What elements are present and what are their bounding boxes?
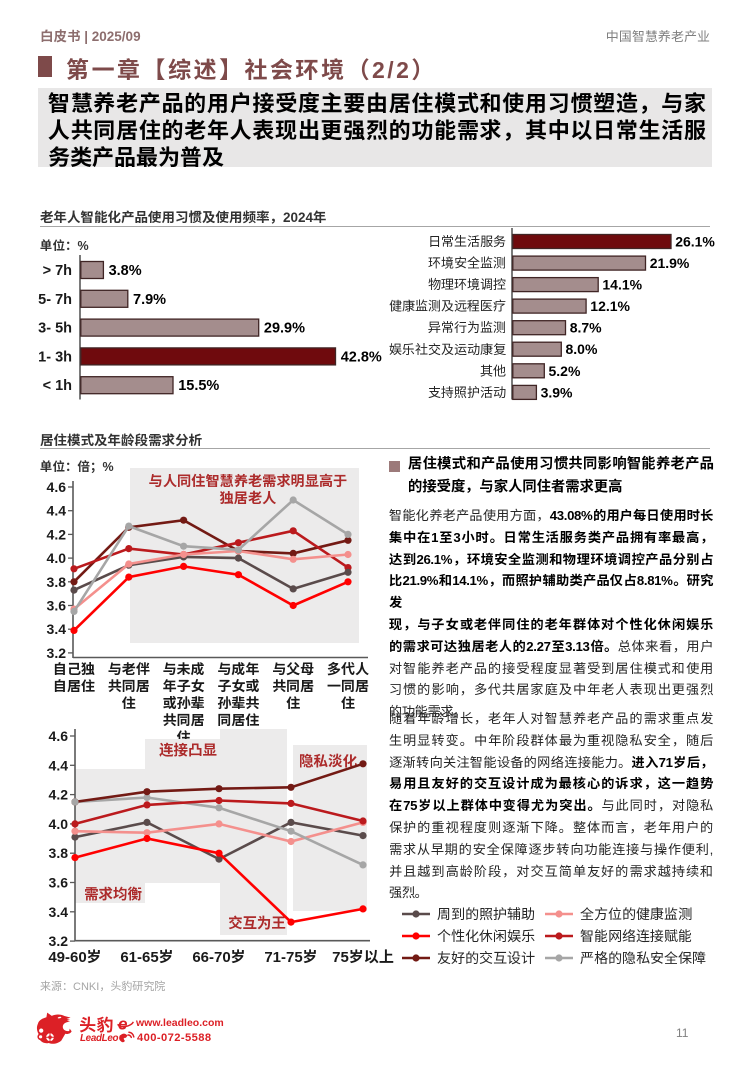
svg-text:日常生活服务: 日常生活服务 [428, 234, 506, 249]
svg-text:与成年: 与成年 [217, 661, 259, 677]
svg-text:支持照护活动: 支持照护活动 [428, 385, 506, 400]
svg-text:4.6: 4.6 [49, 728, 69, 744]
svg-text:12.1%: 12.1% [590, 298, 630, 314]
svg-text:友好的交互设计: 友好的交互设计 [437, 950, 535, 966]
svg-text:交互为王: 交互为王 [228, 915, 286, 932]
svg-text:1- 3h: 1- 3h [38, 349, 72, 365]
svg-text:年子女: 年子女 [163, 678, 205, 694]
svg-text:同居住: 同居住 [217, 712, 259, 728]
svg-text:3.8: 3.8 [49, 845, 69, 861]
svg-text:3.8: 3.8 [47, 574, 67, 590]
svg-text:e: e [118, 1016, 127, 1034]
svg-text:其他: 其他 [480, 363, 506, 378]
svg-text:孙辈共: 孙辈共 [217, 695, 259, 711]
svg-text:8.7%: 8.7% [570, 320, 602, 336]
svg-text:3.6: 3.6 [47, 598, 67, 614]
svg-text:3.2: 3.2 [49, 933, 69, 949]
svg-text:一同居: 一同居 [327, 678, 369, 694]
svg-text:5- 7h: 5- 7h [38, 292, 72, 308]
svg-text:4.6: 4.6 [47, 479, 67, 495]
svg-text:3.8%: 3.8% [109, 263, 142, 279]
svg-text:与老伴: 与老伴 [108, 661, 150, 677]
svg-text:> 7h: > 7h [43, 263, 72, 279]
svg-text:3.2: 3.2 [47, 645, 67, 661]
svg-text:多代人: 多代人 [327, 661, 369, 677]
svg-text:全方位的健康监测: 全方位的健康监测 [579, 906, 692, 922]
svg-text:29.9%: 29.9% [264, 321, 305, 337]
svg-text:与父母: 与父母 [272, 661, 314, 677]
svg-text:严格的隐私安全保障: 严格的隐私安全保障 [580, 950, 706, 966]
svg-text:75岁以上: 75岁以上 [332, 949, 394, 966]
svg-text:异常行为监测: 异常行为监测 [428, 320, 506, 335]
svg-text:3.4: 3.4 [47, 621, 67, 637]
svg-text:14.1%: 14.1% [602, 277, 642, 293]
svg-text:4.2: 4.2 [49, 787, 69, 803]
svg-text:独居老人: 独居老人 [220, 491, 277, 507]
svg-text:26.1%: 26.1% [675, 234, 715, 250]
svg-text:3- 5h: 3- 5h [38, 321, 72, 337]
svg-text:3.4: 3.4 [49, 904, 69, 920]
svg-text:4.2: 4.2 [47, 526, 67, 542]
svg-text:周到的照护辅助: 周到的照护辅助 [437, 906, 535, 922]
svg-text:环境安全监测: 环境安全监测 [428, 256, 506, 271]
svg-text:健康监测及远程医疗: 健康监测及远程医疗 [389, 299, 506, 314]
svg-text:自居住: 自居住 [53, 678, 95, 694]
svg-text:住: 住 [122, 695, 136, 711]
svg-text:61-65岁: 61-65岁 [120, 949, 173, 966]
svg-text:42.8%: 42.8% [341, 349, 382, 365]
svg-text:3.6: 3.6 [49, 875, 69, 891]
svg-text:物理环境调控: 物理环境调控 [428, 277, 506, 292]
svg-text:连接凸显: 连接凸显 [159, 742, 217, 759]
svg-text:4.0: 4.0 [49, 816, 69, 832]
svg-text:4.4: 4.4 [47, 503, 67, 519]
svg-text:娱乐社交及运动康复: 娱乐社交及运动康复 [389, 342, 507, 357]
svg-text:71-75岁: 71-75岁 [264, 949, 317, 966]
svg-text:与人同住智慧养老需求明显高于: 与人同住智慧养老需求明显高于 [149, 473, 348, 490]
svg-text:8.0%: 8.0% [566, 341, 598, 357]
svg-text:7.9%: 7.9% [133, 292, 166, 308]
svg-text:5.2%: 5.2% [549, 363, 581, 379]
svg-text:66-70岁: 66-70岁 [192, 949, 245, 966]
svg-text:与未成: 与未成 [163, 661, 205, 677]
svg-text:共同居: 共同居 [108, 678, 150, 694]
svg-text:共同居: 共同居 [163, 712, 205, 728]
svg-text:智能网络连接赋能: 智能网络连接赋能 [580, 928, 692, 944]
svg-text:隐私淡化: 隐私淡化 [299, 753, 357, 770]
svg-text:自己独: 自己独 [53, 661, 95, 677]
svg-text:49-60岁: 49-60岁 [48, 949, 101, 966]
svg-text:共同居: 共同居 [272, 678, 314, 694]
svg-text:子女或: 子女或 [217, 678, 259, 694]
svg-text:或孙辈: 或孙辈 [163, 695, 205, 711]
svg-text:需求均衡: 需求均衡 [84, 886, 142, 903]
svg-text:3.9%: 3.9% [541, 384, 573, 400]
svg-text:个性化休闲娱乐: 个性化休闲娱乐 [437, 928, 535, 944]
svg-text:4.4: 4.4 [49, 757, 69, 773]
svg-text:15.5%: 15.5% [178, 378, 219, 394]
svg-text:4.0: 4.0 [47, 550, 67, 566]
svg-text:住: 住 [286, 695, 300, 711]
svg-text:< 1h: < 1h [43, 378, 72, 394]
svg-text:21.9%: 21.9% [650, 255, 690, 271]
svg-text:住: 住 [341, 695, 355, 711]
